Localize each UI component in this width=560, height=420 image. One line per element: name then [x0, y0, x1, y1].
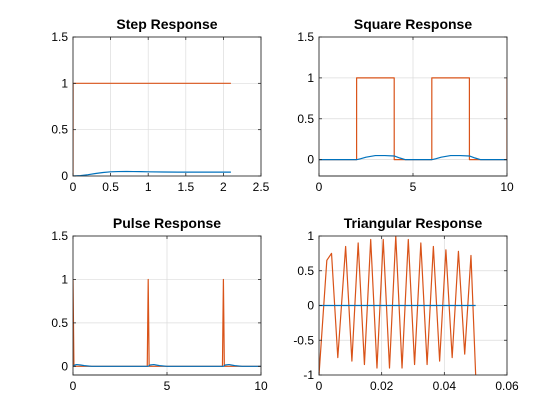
- series-line-1: [73, 170, 231, 176]
- y-tick-label: 0: [61, 359, 68, 373]
- y-tick-label: 0.5: [297, 112, 314, 126]
- x-tick-label: 2.5: [253, 180, 270, 194]
- axes-box: [72, 36, 262, 177]
- x-tick-label: 0: [70, 379, 77, 393]
- x-tick-label: 1.5: [177, 180, 194, 194]
- x-tick-label: 0: [70, 180, 77, 194]
- y-tick-label: 0: [307, 153, 314, 167]
- subplot-step-response: 0 0.5 1 1.5 2 2.5 0 0.5 1 1.5 Step Response: [51, 16, 269, 194]
- chart-title: Triangular Response: [344, 215, 483, 231]
- y-tick-label: 1: [307, 71, 314, 85]
- x-tick-label: 0.5: [102, 180, 119, 194]
- y-tick-label: 0.5: [51, 123, 68, 137]
- x-tick-label: 2: [220, 180, 227, 194]
- x-tick-label: 0.02: [370, 379, 394, 393]
- x-tick-label: 10: [500, 180, 514, 194]
- y-tick-label: 0: [307, 299, 314, 313]
- series-line-0: [319, 236, 477, 375]
- x-tick-label: 0: [316, 180, 323, 194]
- x-tick-label: 0: [316, 379, 323, 393]
- series-line-1: [319, 154, 507, 161]
- chart-title: Step Response: [116, 16, 217, 32]
- y-tick-label: 1.5: [51, 30, 68, 44]
- y-tick-label: 1: [61, 272, 68, 286]
- x-tick-label: 10: [254, 379, 268, 393]
- y-tick-label: 0.5: [297, 264, 314, 278]
- axes-frame: [72, 36, 262, 177]
- x-tick-label: 1: [145, 180, 152, 194]
- y-tick-label: 1: [307, 229, 314, 243]
- chart-title: Pulse Response: [113, 215, 221, 231]
- x-tick-label: 0.06: [495, 379, 519, 393]
- x-tick-label: 0.04: [433, 379, 457, 393]
- chart-title: Square Response: [354, 16, 472, 32]
- x-tick-label: 5: [410, 180, 417, 194]
- subplot-triangular-response: 0 0.02 0.04 0.06 -1 -0.5 0 0.5 1 Triangular Respo…: [293, 215, 519, 393]
- series-line-1: [73, 363, 261, 367]
- y-tick-label: 0: [61, 169, 68, 183]
- y-tick-label: -0.5: [293, 333, 314, 347]
- y-tick-label: 1: [61, 76, 68, 90]
- y-tick-label: -1: [303, 368, 314, 382]
- y-tick-label: 1.5: [297, 30, 314, 44]
- y-tick-label: 1.5: [51, 229, 68, 243]
- subplot-square-response: 0 5 10 0 0.5 1 1.5 Square Response: [297, 16, 514, 194]
- y-tick-label: 0.5: [51, 316, 68, 330]
- subplot-pulse-response: 0 5 10 0 0.5 1 1.5 Pulse Response: [51, 215, 268, 393]
- x-tick-label: 5: [164, 379, 171, 393]
